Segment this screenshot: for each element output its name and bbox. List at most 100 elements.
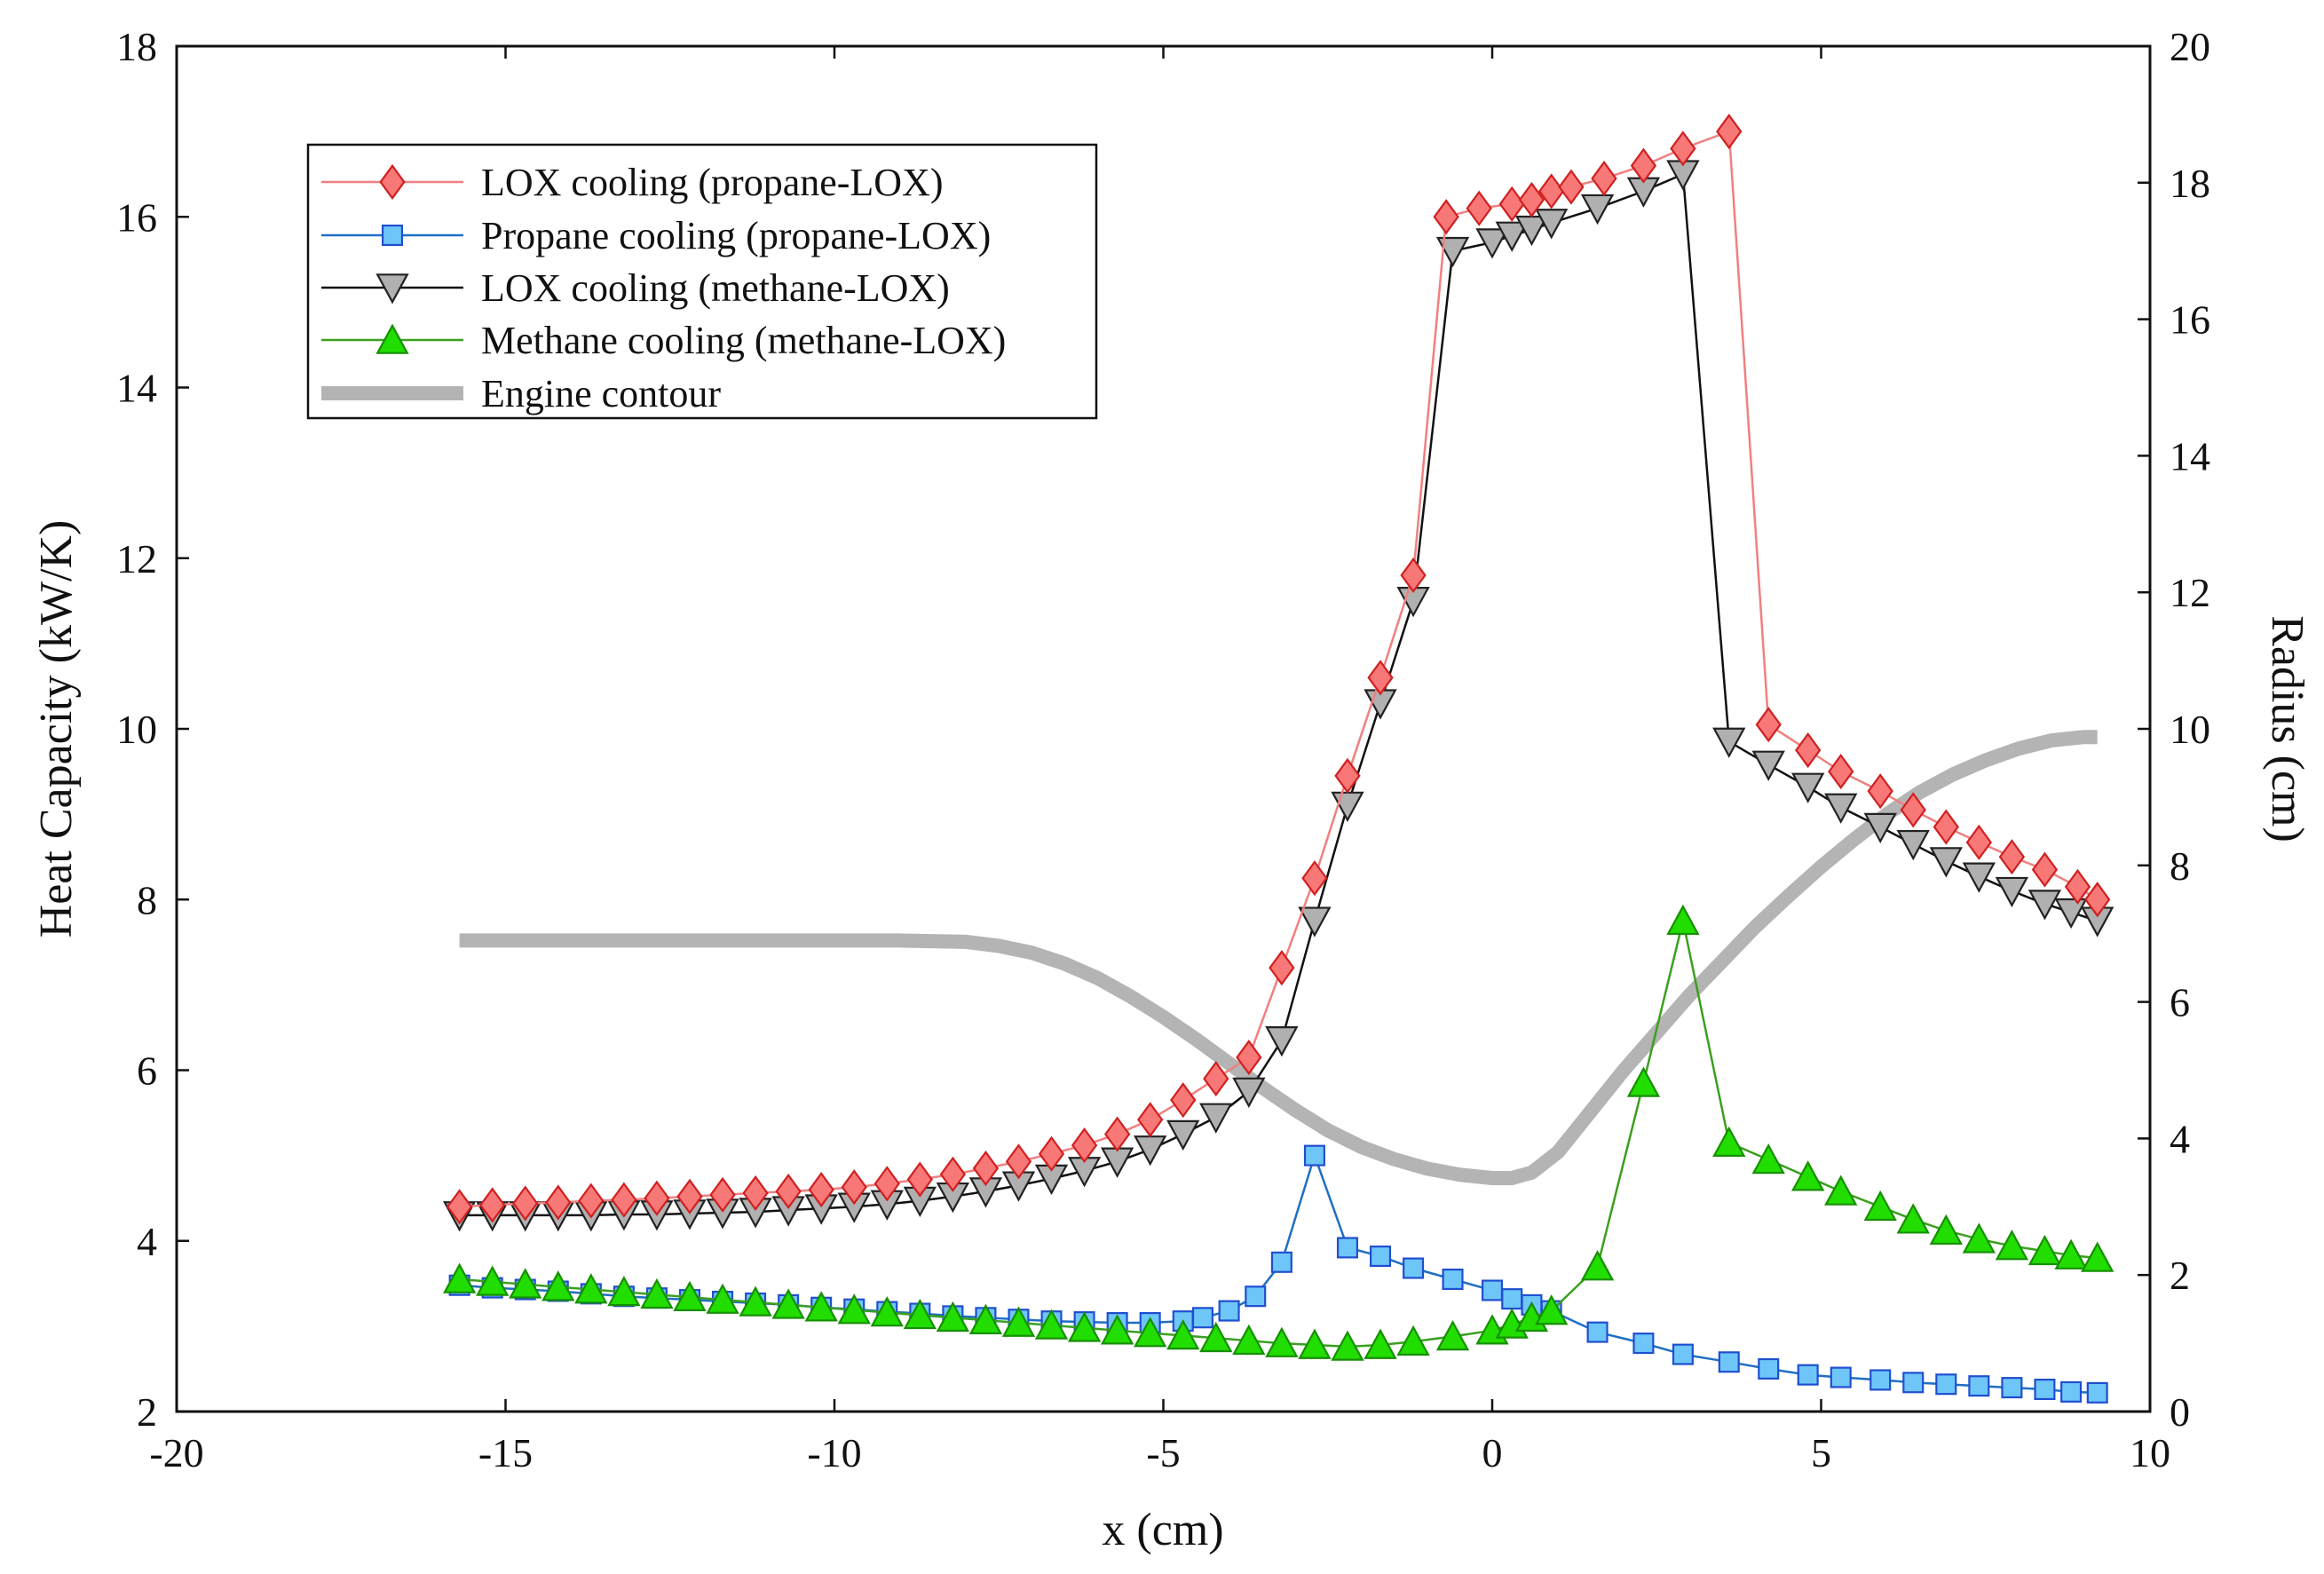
data-point xyxy=(1303,1144,1325,1167)
series-layer xyxy=(442,114,2115,1404)
data-point xyxy=(607,1275,641,1307)
data-point xyxy=(1751,750,1785,781)
data-point xyxy=(1902,1372,1925,1394)
data-point xyxy=(2028,890,2062,921)
y2-tick-label: 16 xyxy=(2170,297,2210,343)
data-point xyxy=(1370,1246,1392,1268)
data-point xyxy=(1863,812,1897,844)
legend-entries: LOX cooling (propane-LOX) Propane cooling… xyxy=(321,161,1006,415)
data-point xyxy=(578,1182,605,1219)
data-point xyxy=(968,1303,1003,1334)
data-point xyxy=(2054,898,2088,929)
data-point xyxy=(644,1180,670,1216)
data-point xyxy=(1995,1230,2029,1261)
data-point xyxy=(1166,1318,1200,1350)
data-point xyxy=(611,1182,637,1218)
x-tick-label: 5 xyxy=(1811,1430,1831,1475)
y2-tick-label: 14 xyxy=(2170,433,2210,479)
data-point xyxy=(2084,882,2111,918)
legend-marker-1 xyxy=(381,224,404,247)
data-point xyxy=(2081,1241,2115,1272)
data-point xyxy=(479,1187,506,1223)
data-point xyxy=(1199,1321,1233,1353)
y2-tick-label: 18 xyxy=(2170,161,2210,206)
data-point xyxy=(1929,1214,1963,1246)
data-point xyxy=(676,1178,703,1214)
data-point xyxy=(1134,1317,1167,1348)
data-point xyxy=(1535,1294,1569,1325)
data-point xyxy=(1666,904,1700,936)
data-point xyxy=(1166,1119,1200,1151)
x-tick-label: -20 xyxy=(149,1430,203,1475)
data-point xyxy=(1466,190,1492,226)
data-point xyxy=(1929,847,1963,878)
data-point xyxy=(574,1273,608,1304)
data-point xyxy=(1501,1288,1523,1310)
data-point xyxy=(1518,181,1545,218)
y-tick-label: 12 xyxy=(116,536,157,581)
data-point xyxy=(1718,1351,1740,1373)
data-point xyxy=(640,1277,674,1309)
y-tick-label: 14 xyxy=(116,366,157,411)
data-point xyxy=(1900,792,1926,828)
data-point xyxy=(709,1176,736,1213)
x-tick-label: 10 xyxy=(2130,1430,2170,1475)
data-point xyxy=(673,1280,707,1311)
data-point xyxy=(1038,1135,1065,1172)
y2-tick-label: 0 xyxy=(2170,1389,2190,1435)
data-point xyxy=(870,1296,904,1327)
data-point xyxy=(742,1175,769,1211)
data-point xyxy=(1435,236,1470,268)
legend-marker-0 xyxy=(379,163,406,201)
data-point xyxy=(512,1185,539,1222)
data-point xyxy=(2001,1377,2023,1399)
data-point xyxy=(1712,1126,1746,1158)
data-point xyxy=(1632,1333,1655,1355)
data-point xyxy=(1232,1077,1266,1109)
data-point xyxy=(1301,860,1328,897)
y-tick-label: 8 xyxy=(137,877,157,922)
data-point xyxy=(1758,1357,1780,1380)
data-point xyxy=(1103,1116,1131,1152)
data-point xyxy=(1265,1326,1299,1357)
data-point xyxy=(1630,147,1657,184)
data-point xyxy=(1935,1373,1957,1396)
x-axis-label: x (cm) xyxy=(1102,1505,1223,1555)
data-point xyxy=(873,1166,900,1202)
data-point xyxy=(1331,1330,1364,1361)
data-point xyxy=(1433,199,1459,235)
data-point xyxy=(1830,1366,1852,1388)
data-point xyxy=(2034,1378,2056,1401)
data-point xyxy=(1236,1040,1262,1076)
data-point xyxy=(2086,1381,2108,1404)
data-point xyxy=(1336,1237,1359,1259)
y-tick-label: 2 xyxy=(137,1389,157,1435)
data-point xyxy=(1403,1257,1425,1279)
data-point xyxy=(1962,862,1996,893)
data-point xyxy=(1828,753,1854,790)
legend-marker-3 xyxy=(375,323,409,354)
legend-marker-2 xyxy=(375,273,409,305)
data-point xyxy=(706,1283,739,1314)
data-point xyxy=(446,1189,473,1225)
data-point xyxy=(1751,1143,1785,1175)
data-point xyxy=(771,1288,805,1319)
data-point xyxy=(1933,809,1959,845)
data-point xyxy=(1334,757,1361,794)
data-point xyxy=(1580,1250,1615,1281)
data-point xyxy=(972,1150,1000,1187)
legend: LOX cooling (propane-LOX) Propane cooling… xyxy=(306,143,1098,420)
data-point xyxy=(1995,876,2029,908)
data-point xyxy=(1269,950,1295,986)
data-point xyxy=(1867,773,1893,810)
y2-tick-label: 10 xyxy=(2170,707,2210,752)
data-point xyxy=(739,1285,772,1317)
legend-label-2: LOX cooling (methane-LOX) xyxy=(481,266,950,310)
data-point xyxy=(1270,1251,1292,1273)
data-point xyxy=(509,1268,542,1299)
data-point xyxy=(2054,1238,2088,1269)
data-point xyxy=(1824,1175,1858,1206)
data-point xyxy=(1001,1306,1036,1337)
data-point xyxy=(906,1161,933,1198)
x-tick-label: -10 xyxy=(807,1430,861,1475)
